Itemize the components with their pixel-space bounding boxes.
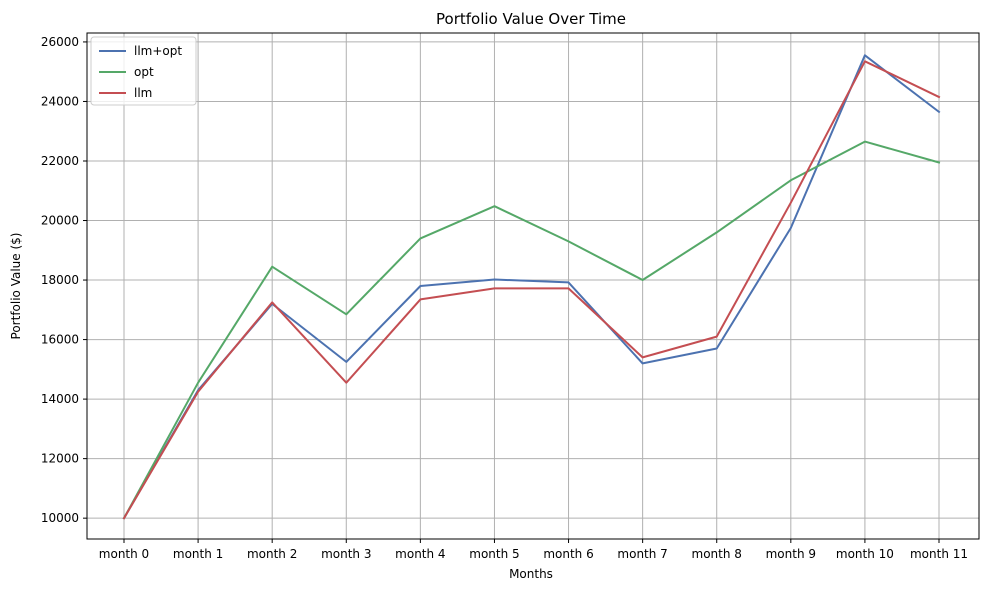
legend-label: opt — [134, 65, 154, 79]
legend: llm+opt opt llm — [90, 36, 197, 106]
series-line-opt — [122, 140, 941, 520]
x-axis-ticks: month 0 month 1 month 2 month 3 month 4 month… — [99, 539, 968, 561]
legend-label: llm — [134, 86, 152, 100]
y-axis-label: Portfolio Value ($) — [9, 233, 23, 340]
legend-label: llm+opt — [134, 44, 182, 58]
x-tick-label: month 7 — [617, 547, 667, 561]
x-tick-label: month 0 — [99, 547, 149, 561]
grid — [87, 33, 979, 539]
x-tick-label: month 2 — [247, 547, 297, 561]
legend-items: llm+opt opt llm — [99, 44, 182, 100]
x-tick-label: month 3 — [321, 547, 371, 561]
y-axis-ticks: 10000 12000 14000 16000 18000 20000 22000 24000… — [41, 35, 87, 525]
y-tick-label: 22000 — [41, 154, 79, 168]
x-tick-label: month 8 — [692, 547, 742, 561]
x-tick-label: month 4 — [395, 547, 445, 561]
chart-title: Portfolio Value Over Time — [436, 10, 626, 28]
x-tick-label: month 1 — [173, 547, 223, 561]
series-line-llm — [122, 60, 941, 520]
y-tick-label: 24000 — [41, 94, 79, 108]
y-tick-label: 20000 — [41, 214, 79, 228]
x-tick-label: month 9 — [766, 547, 816, 561]
legend-frame — [90, 36, 197, 106]
x-axis-label: Months — [509, 567, 553, 581]
y-tick-label: 12000 — [41, 452, 79, 466]
plot-area — [86, 32, 980, 540]
x-tick-label: month 10 — [836, 547, 894, 561]
y-tick-label: 14000 — [41, 392, 79, 406]
x-tick-label: month 11 — [910, 547, 968, 561]
y-tick-label: 10000 — [41, 511, 79, 525]
series-lines — [122, 54, 941, 520]
y-tick-label: 18000 — [41, 273, 79, 287]
x-tick-label: month 6 — [543, 547, 593, 561]
y-tick-label: 26000 — [41, 35, 79, 49]
y-tick-label: 16000 — [41, 333, 79, 347]
x-tick-label: month 5 — [469, 547, 519, 561]
series-line-llm+opt — [122, 54, 941, 520]
